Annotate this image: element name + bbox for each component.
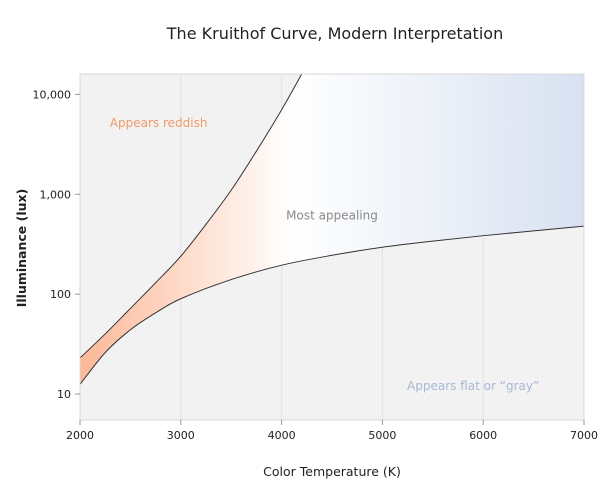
y-axis: 10 100 1,000 10,000 — [33, 88, 80, 401]
x-tick-label: 6000 — [469, 429, 497, 442]
x-tick-label: 4000 — [268, 429, 296, 442]
y-tick-label: 10 — [57, 388, 71, 401]
lower-boundary-curve — [80, 225, 584, 385]
chart-title: The Kruithof Curve, Modern Interpretatio… — [166, 24, 503, 43]
x-tick-label: 2000 — [66, 429, 94, 442]
x-tick-label: 5000 — [368, 429, 396, 442]
region-annotation: Most appealing — [286, 208, 378, 222]
upper-boundary-curve — [80, 74, 303, 359]
x-axis: 2000 3000 4000 5000 6000 7000 — [66, 420, 598, 442]
y-tick-label: 10,000 — [33, 88, 72, 101]
x-axis-label: Color Temperature (K) — [263, 464, 401, 479]
x-tick-label: 3000 — [167, 429, 195, 442]
region-annotation: Appears reddish — [110, 116, 208, 130]
y-tick-label: 100 — [50, 288, 71, 301]
y-axis-label: Illuminance (lux) — [14, 189, 29, 308]
plot-frame — [79, 73, 585, 421]
annotations: Appears reddish Most appealing Appears fla… — [110, 116, 539, 393]
region-annotation: Appears flat or “gray” — [407, 379, 539, 393]
x-tick-label: 7000 — [570, 429, 598, 442]
comfort-region — [80, 74, 584, 385]
y-tick-label: 1,000 — [40, 188, 72, 201]
